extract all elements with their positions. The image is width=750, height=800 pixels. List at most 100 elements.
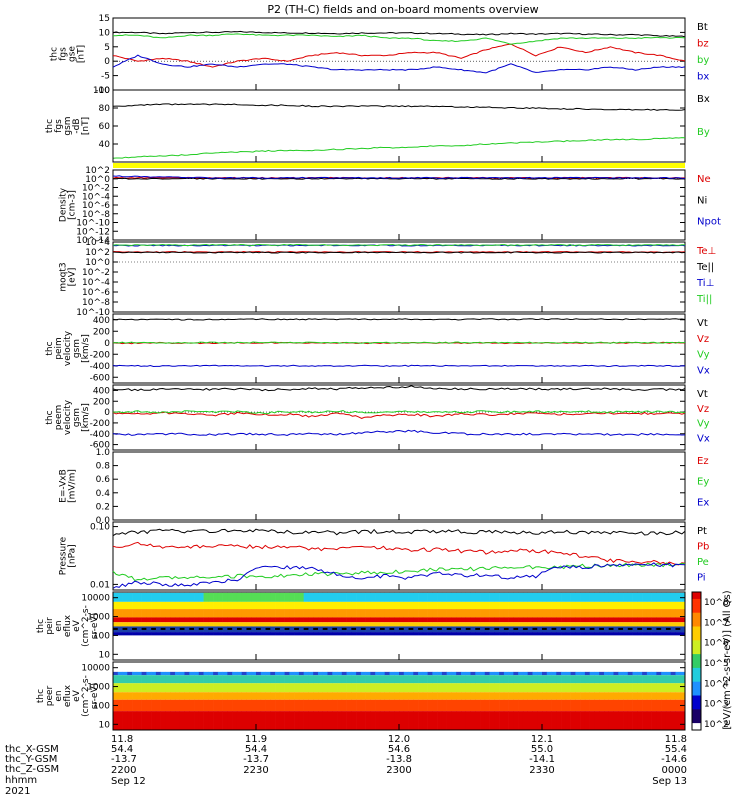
heatmap-cell bbox=[670, 692, 676, 700]
heatmap-cell bbox=[384, 635, 390, 660]
heatmap-cell bbox=[213, 592, 219, 602]
heatmap-cell bbox=[532, 635, 538, 660]
heatmap-cell bbox=[503, 622, 509, 627]
heatmap-cell bbox=[155, 635, 161, 660]
heatmap-cell bbox=[618, 675, 624, 684]
heatmap-cell bbox=[284, 671, 290, 676]
y-tick-label: -400 bbox=[90, 430, 111, 440]
colorbar-cell bbox=[692, 643, 701, 648]
heatmap-cell bbox=[599, 627, 604, 630]
heatmap-cell bbox=[389, 601, 395, 610]
heatmap-cell bbox=[222, 622, 228, 627]
heatmap-cell bbox=[422, 683, 428, 693]
heatmap-cell bbox=[503, 692, 509, 700]
heatmap-cell bbox=[341, 592, 347, 602]
heatmap-cell bbox=[484, 671, 490, 676]
colorbar-cell bbox=[692, 719, 701, 724]
heatmap-cell bbox=[317, 632, 324, 636]
heatmap-cell bbox=[289, 683, 295, 693]
colorbar-cell bbox=[692, 609, 701, 614]
heatmap-cell bbox=[241, 675, 247, 684]
heatmap-cell bbox=[289, 671, 295, 676]
heatmap-cell bbox=[189, 699, 195, 712]
heatmap-cell bbox=[556, 683, 562, 693]
heatmap-cell bbox=[632, 632, 638, 636]
heatmap-cell bbox=[117, 671, 123, 676]
heatmap-cell bbox=[198, 617, 204, 623]
heatmap-cell bbox=[174, 675, 181, 684]
heatmap-cell bbox=[308, 609, 314, 618]
heatmap-cell bbox=[208, 609, 214, 618]
heatmap-cell bbox=[670, 609, 676, 618]
panel-frame bbox=[112, 169, 686, 241]
heatmap-cell bbox=[456, 592, 462, 602]
heatmap-cell bbox=[646, 692, 652, 700]
heatmap-cell bbox=[370, 683, 376, 693]
heatmap-cell bbox=[303, 683, 309, 693]
heatmap-cell bbox=[580, 632, 586, 636]
heatmap-cell bbox=[122, 699, 128, 712]
heatmap-cell bbox=[151, 617, 157, 623]
heatmap-cell bbox=[518, 626, 524, 633]
heatmap-cell bbox=[446, 683, 452, 693]
heatmap-cell bbox=[651, 632, 657, 636]
heatmap-cell bbox=[546, 683, 552, 693]
heatmap-cell bbox=[613, 711, 619, 730]
heatmap-cell bbox=[151, 635, 157, 660]
heatmap-cell bbox=[432, 711, 438, 730]
heatmap-cell bbox=[489, 671, 495, 676]
colorbar-cell bbox=[692, 598, 701, 603]
heatmap-cell bbox=[351, 699, 357, 712]
heatmap-cell bbox=[236, 692, 242, 700]
heatmap-cell bbox=[332, 675, 338, 684]
heatmap-cell bbox=[656, 675, 662, 684]
heatmap-cell bbox=[160, 622, 166, 627]
heatmap-cell bbox=[499, 622, 505, 627]
heatmap-cell bbox=[127, 609, 133, 618]
heatmap-cell bbox=[360, 617, 366, 623]
heatmap-cell bbox=[160, 692, 166, 700]
heatmap-cell bbox=[618, 635, 624, 660]
heatmap-cell bbox=[122, 675, 128, 684]
heatmap-cell bbox=[208, 699, 214, 712]
heatmap-cell bbox=[418, 601, 424, 610]
heatmap-cell bbox=[451, 671, 457, 676]
heatmap-cell bbox=[389, 671, 395, 676]
heatmap-cell bbox=[599, 711, 605, 730]
colorbar-tick-label: 10^7 bbox=[704, 618, 729, 628]
heatmap-cell bbox=[422, 626, 428, 633]
y-axis-label: eV bbox=[72, 619, 82, 632]
heatmap-cell bbox=[227, 635, 233, 660]
heatmap-cell bbox=[160, 627, 166, 630]
heatmap-cell bbox=[389, 711, 395, 730]
heatmap-cell bbox=[236, 675, 242, 684]
heatmap-cell bbox=[198, 609, 204, 618]
heatmap-cell bbox=[613, 699, 619, 712]
heatmap-cell bbox=[289, 699, 295, 712]
heatmap-cell bbox=[122, 622, 128, 627]
heatmap-cell bbox=[623, 692, 629, 700]
heatmap-cell bbox=[236, 601, 242, 610]
heatmap-cell bbox=[475, 609, 481, 618]
heatmap-cell bbox=[379, 592, 385, 602]
colorbar-cell bbox=[692, 705, 701, 710]
panel-frame bbox=[112, 384, 686, 451]
y-tick-label: 0.4 bbox=[96, 489, 111, 499]
heatmap-cell bbox=[432, 675, 438, 684]
heatmap-cell bbox=[499, 626, 505, 633]
heatmap-cell bbox=[451, 692, 457, 700]
heatmap-cell bbox=[379, 699, 385, 712]
heatmap-cell bbox=[370, 627, 376, 630]
heatmap-cell bbox=[618, 601, 624, 610]
legend-Vy: Vy bbox=[697, 419, 710, 430]
heatmap-cell bbox=[136, 635, 142, 660]
heatmap-cell bbox=[141, 627, 147, 630]
heatmap-cell bbox=[265, 622, 271, 627]
heatmap-cell bbox=[360, 692, 366, 700]
heatmap-cell bbox=[356, 592, 362, 602]
heatmap-cell bbox=[542, 671, 548, 676]
heatmap-cell bbox=[332, 627, 338, 630]
heatmap-cell bbox=[275, 609, 281, 618]
heatmap-cell bbox=[275, 632, 281, 636]
